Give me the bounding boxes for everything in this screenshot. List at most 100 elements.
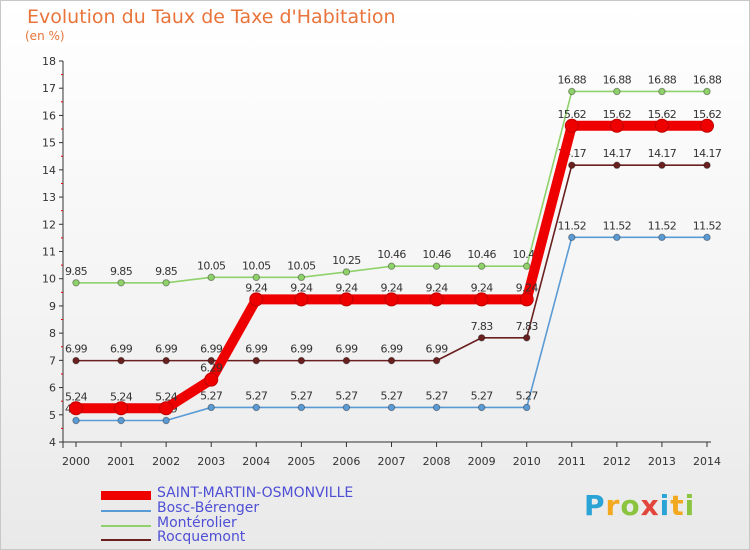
data-label: 5.24 (65, 390, 88, 403)
data-label: 7.83 (471, 320, 494, 333)
y-tick-label: 11 (42, 246, 56, 259)
data-point (207, 273, 215, 282)
legend-label: Bosc-Bérenger (157, 500, 260, 516)
data-label: 6.99 (380, 343, 403, 356)
data-point (523, 334, 531, 342)
data-label: 6.29 (200, 362, 223, 375)
data-point (477, 403, 486, 412)
data-label: 5.27 (516, 389, 539, 402)
data-point (72, 279, 80, 287)
data-point (207, 403, 215, 412)
data-label: 10.46 (422, 248, 451, 261)
data-point (568, 233, 576, 242)
x-tick-label: 2003 (197, 455, 225, 468)
data-point (249, 292, 264, 307)
data-point (523, 262, 531, 270)
data-label: 6.99 (110, 343, 133, 356)
x-tick-label: 2002 (152, 455, 180, 468)
data-label: 6.99 (200, 343, 223, 356)
data-point (432, 356, 441, 365)
x-tick-label: 2010 (513, 455, 541, 468)
data-point (159, 401, 174, 416)
data-label: 6.99 (335, 343, 358, 356)
y-tick-label: 16 (42, 109, 56, 122)
data-point (252, 403, 260, 412)
data-label: 11.52 (693, 219, 722, 232)
data-point (568, 161, 576, 169)
data-label: 10.05 (197, 259, 226, 272)
data-label: 9.24 (471, 281, 494, 294)
y-axis-unit-label: (en %) (25, 29, 65, 43)
y-tick-label: 18 (42, 55, 56, 68)
data-point (700, 118, 714, 133)
data-point (162, 416, 170, 425)
data-point (252, 273, 260, 282)
data-point (564, 118, 579, 133)
data-point (432, 403, 441, 412)
data-label: 15.62 (648, 108, 677, 121)
legend-label: Rocquemont (157, 529, 246, 545)
data-point (117, 356, 125, 365)
data-label: 15.62 (693, 108, 722, 121)
data-label: 14.17 (603, 147, 632, 160)
data-label: 6.99 (245, 343, 268, 356)
data-label: 9.85 (65, 265, 88, 278)
data-label: 7.83 (516, 320, 539, 333)
legend-label: SAINT-MARTIN-OSMONVILLE (157, 485, 354, 501)
data-label: 5.27 (426, 389, 449, 402)
data-point (117, 279, 125, 287)
data-point (117, 416, 125, 425)
x-tick-label: 2001 (107, 455, 135, 468)
data-point (162, 279, 170, 287)
y-tick-label: 17 (42, 82, 56, 95)
y-tick-label: 14 (42, 164, 56, 177)
x-tick-label: 2004 (242, 455, 270, 468)
legend-swatch (101, 510, 151, 512)
data-point (387, 262, 396, 270)
data-label: 5.27 (290, 389, 313, 402)
legend-swatch (101, 539, 151, 541)
data-label: 6.99 (155, 343, 178, 356)
data-label: 14.17 (693, 147, 722, 160)
data-label: 15.62 (558, 108, 587, 121)
data-point (297, 273, 306, 282)
data-label: 9.24 (290, 281, 313, 294)
data-point (342, 268, 351, 276)
x-tick-label: 2008 (423, 455, 451, 468)
legend-label: Montérolier (157, 515, 237, 531)
data-label: 16.88 (558, 73, 587, 86)
y-tick-label: 9 (49, 300, 56, 313)
x-tick-label: 2007 (378, 455, 406, 468)
data-point (339, 292, 354, 307)
x-tick-label: 2014 (693, 455, 721, 468)
data-point (432, 262, 441, 270)
x-tick-label: 2012 (603, 455, 631, 468)
y-tick-label: 5 (49, 409, 56, 422)
data-point (387, 403, 396, 412)
data-label: 16.88 (603, 73, 632, 86)
data-point (477, 262, 486, 270)
data-label: 6.99 (65, 343, 88, 356)
data-label: 10.46 (377, 248, 406, 261)
data-label: 10.25 (332, 254, 361, 267)
data-point (114, 401, 129, 416)
y-tick-label: 10 (42, 273, 56, 286)
data-point (294, 292, 309, 307)
data-point (72, 356, 80, 365)
data-point (609, 118, 624, 133)
data-label: 9.24 (380, 281, 403, 294)
data-point (658, 87, 666, 96)
data-point (474, 292, 489, 307)
data-point (252, 356, 260, 365)
data-point (204, 372, 219, 387)
data-point (342, 356, 351, 365)
legend-swatch (101, 525, 151, 527)
data-label: 9.24 (245, 281, 268, 294)
data-label: 5.27 (335, 389, 358, 402)
y-tick-label: 7 (49, 354, 56, 367)
data-point (523, 403, 531, 412)
data-label: 5.24 (155, 390, 178, 403)
data-label: 16.88 (648, 73, 677, 86)
y-tick-label: 15 (42, 137, 56, 150)
